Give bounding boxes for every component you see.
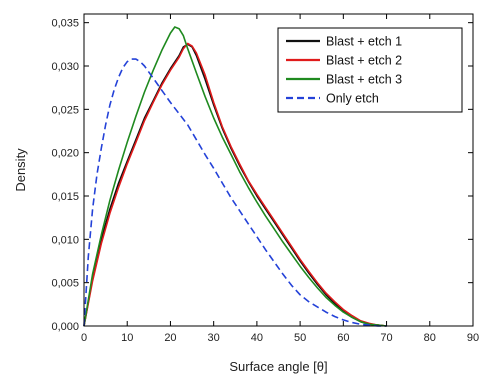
y-tick-label: 0,035 — [51, 18, 79, 30]
x-tick-label: 30 — [208, 332, 220, 344]
series-layer — [83, 26, 387, 327]
x-tick-label: 90 — [467, 332, 479, 344]
x-tick-label: 0 — [81, 332, 87, 344]
y-tick-label: 0,025 — [51, 104, 79, 116]
y-tick-label: 0,015 — [51, 191, 79, 203]
legend-label-3: Blast + etch 3 — [326, 73, 402, 87]
plot-frame — [83, 13, 474, 327]
legend-label-2: Blast + etch 2 — [326, 54, 402, 68]
y-tick-label: 0,005 — [51, 278, 79, 290]
series-line-4 — [83, 58, 387, 327]
y-tick-label: 0,020 — [51, 148, 79, 160]
legend-label-1: Blast + etch 1 — [326, 35, 402, 49]
y-tick-label: 0,030 — [51, 61, 79, 73]
series-line-2 — [83, 42, 387, 327]
legend: Blast + etch 1 Blast + etch 2 Blast + etch… — [277, 27, 463, 113]
y-tick-label: 0,000 — [51, 321, 79, 333]
x-axis-title: Surface angle [θ] — [229, 359, 327, 374]
x-tick-label: 10 — [121, 332, 133, 344]
x-tick-label: 50 — [294, 332, 306, 344]
series-line-3 — [83, 26, 387, 327]
y-axis-title: Density — [13, 148, 28, 192]
x-tick-label: 80 — [424, 332, 436, 344]
x-tick-label: 20 — [164, 332, 176, 344]
x-tick-label: 40 — [251, 332, 263, 344]
ticks-layer: 0 10 20 30 40 50 60 70 80 90 0,000 0,005 0,010 0,015 0… — [51, 14, 479, 344]
y-tick-label: 0,010 — [51, 234, 79, 246]
legend-label-4: Only etch — [326, 92, 379, 106]
x-tick-label: 60 — [337, 332, 349, 344]
x-tick-label: 70 — [380, 332, 392, 344]
